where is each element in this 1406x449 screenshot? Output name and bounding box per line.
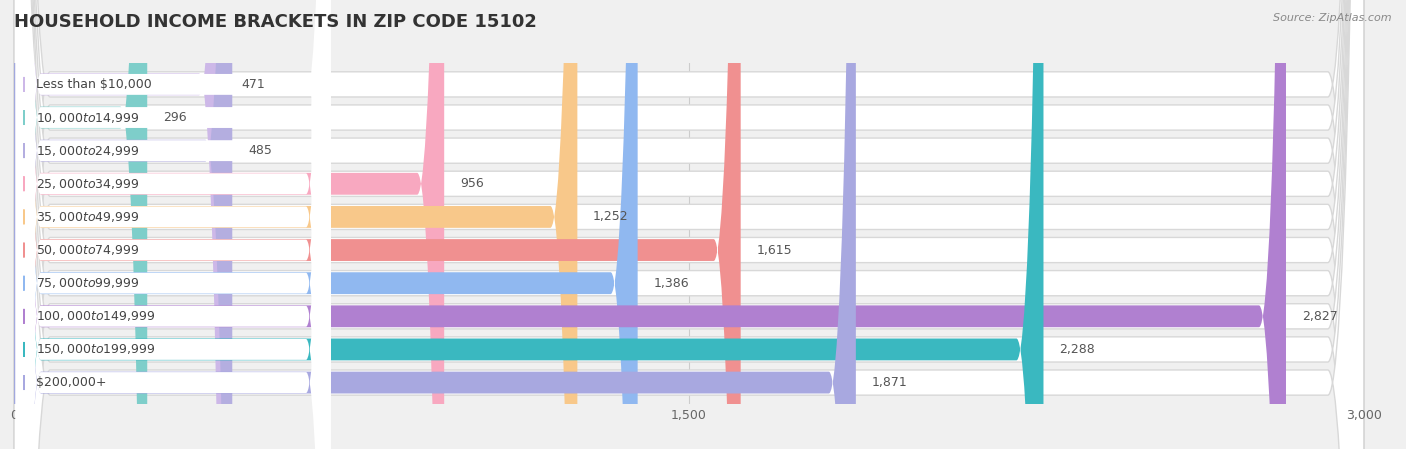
FancyBboxPatch shape (14, 0, 638, 449)
FancyBboxPatch shape (15, 0, 330, 449)
FancyBboxPatch shape (15, 0, 330, 449)
FancyBboxPatch shape (14, 0, 1364, 449)
Text: Source: ZipAtlas.com: Source: ZipAtlas.com (1274, 13, 1392, 23)
FancyBboxPatch shape (15, 0, 330, 449)
FancyBboxPatch shape (14, 0, 444, 449)
FancyBboxPatch shape (14, 0, 1364, 449)
FancyBboxPatch shape (14, 0, 148, 449)
Text: 956: 956 (460, 177, 484, 190)
FancyBboxPatch shape (15, 0, 330, 449)
FancyBboxPatch shape (15, 0, 330, 449)
FancyBboxPatch shape (14, 0, 741, 449)
Text: 1,252: 1,252 (593, 211, 628, 224)
FancyBboxPatch shape (14, 0, 226, 449)
FancyBboxPatch shape (14, 0, 1364, 449)
FancyBboxPatch shape (14, 0, 1364, 449)
FancyBboxPatch shape (15, 0, 330, 449)
FancyBboxPatch shape (15, 0, 330, 449)
Text: 485: 485 (247, 144, 271, 157)
FancyBboxPatch shape (14, 0, 1364, 449)
Text: 296: 296 (163, 111, 187, 124)
Text: $35,000 to $49,999: $35,000 to $49,999 (35, 210, 139, 224)
FancyBboxPatch shape (15, 0, 330, 449)
Text: HOUSEHOLD INCOME BRACKETS IN ZIP CODE 15102: HOUSEHOLD INCOME BRACKETS IN ZIP CODE 15… (14, 13, 537, 31)
Text: 1,615: 1,615 (756, 243, 792, 256)
Text: 1,871: 1,871 (872, 376, 907, 389)
FancyBboxPatch shape (14, 0, 1364, 449)
FancyBboxPatch shape (14, 0, 856, 449)
FancyBboxPatch shape (14, 0, 1043, 449)
Text: 1,386: 1,386 (654, 277, 689, 290)
FancyBboxPatch shape (14, 0, 1364, 449)
FancyBboxPatch shape (15, 0, 330, 449)
Text: $75,000 to $99,999: $75,000 to $99,999 (35, 276, 139, 290)
Text: Less than $10,000: Less than $10,000 (35, 78, 152, 91)
FancyBboxPatch shape (14, 0, 1364, 449)
FancyBboxPatch shape (14, 0, 1364, 449)
Text: $10,000 to $14,999: $10,000 to $14,999 (35, 110, 139, 124)
FancyBboxPatch shape (14, 0, 1286, 449)
Text: $150,000 to $199,999: $150,000 to $199,999 (35, 343, 155, 357)
Text: $15,000 to $24,999: $15,000 to $24,999 (35, 144, 139, 158)
FancyBboxPatch shape (15, 0, 330, 449)
Text: 2,827: 2,827 (1302, 310, 1337, 323)
FancyBboxPatch shape (14, 0, 232, 449)
FancyBboxPatch shape (14, 0, 1364, 449)
Text: $100,000 to $149,999: $100,000 to $149,999 (35, 309, 155, 323)
Text: $200,000+: $200,000+ (35, 376, 107, 389)
FancyBboxPatch shape (14, 0, 578, 449)
Text: $50,000 to $74,999: $50,000 to $74,999 (35, 243, 139, 257)
Text: 2,288: 2,288 (1059, 343, 1095, 356)
Text: 471: 471 (242, 78, 266, 91)
Text: $25,000 to $34,999: $25,000 to $34,999 (35, 177, 139, 191)
